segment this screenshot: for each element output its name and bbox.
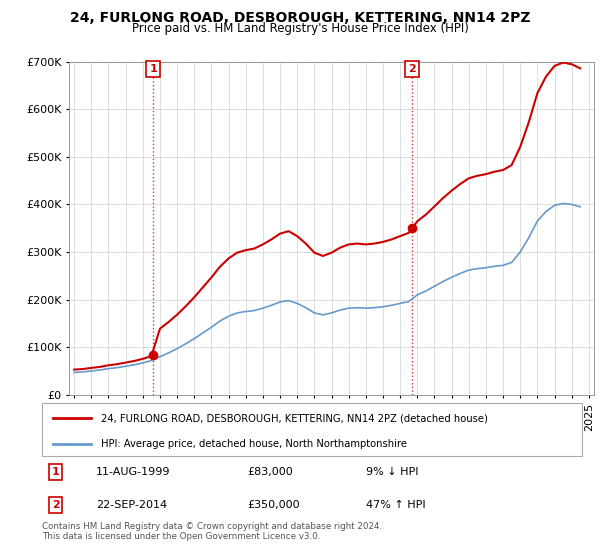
Text: 2: 2 (52, 500, 59, 510)
Text: HPI: Average price, detached house, North Northamptonshire: HPI: Average price, detached house, Nort… (101, 438, 407, 449)
FancyBboxPatch shape (42, 403, 582, 456)
Text: 1: 1 (52, 467, 59, 477)
Text: £83,000: £83,000 (247, 467, 293, 477)
Text: 2: 2 (408, 64, 416, 74)
Text: 11-AUG-1999: 11-AUG-1999 (96, 467, 170, 477)
Text: 47% ↑ HPI: 47% ↑ HPI (366, 500, 425, 510)
Text: 24, FURLONG ROAD, DESBOROUGH, KETTERING, NN14 2PZ: 24, FURLONG ROAD, DESBOROUGH, KETTERING,… (70, 11, 530, 25)
Text: 24, FURLONG ROAD, DESBOROUGH, KETTERING, NN14 2PZ (detached house): 24, FURLONG ROAD, DESBOROUGH, KETTERING,… (101, 413, 488, 423)
Text: Contains HM Land Registry data © Crown copyright and database right 2024.
This d: Contains HM Land Registry data © Crown c… (42, 522, 382, 542)
Text: 22-SEP-2014: 22-SEP-2014 (96, 500, 167, 510)
Text: 1: 1 (149, 64, 157, 74)
Text: £350,000: £350,000 (247, 500, 300, 510)
Text: 9% ↓ HPI: 9% ↓ HPI (366, 467, 419, 477)
Text: Price paid vs. HM Land Registry's House Price Index (HPI): Price paid vs. HM Land Registry's House … (131, 22, 469, 35)
